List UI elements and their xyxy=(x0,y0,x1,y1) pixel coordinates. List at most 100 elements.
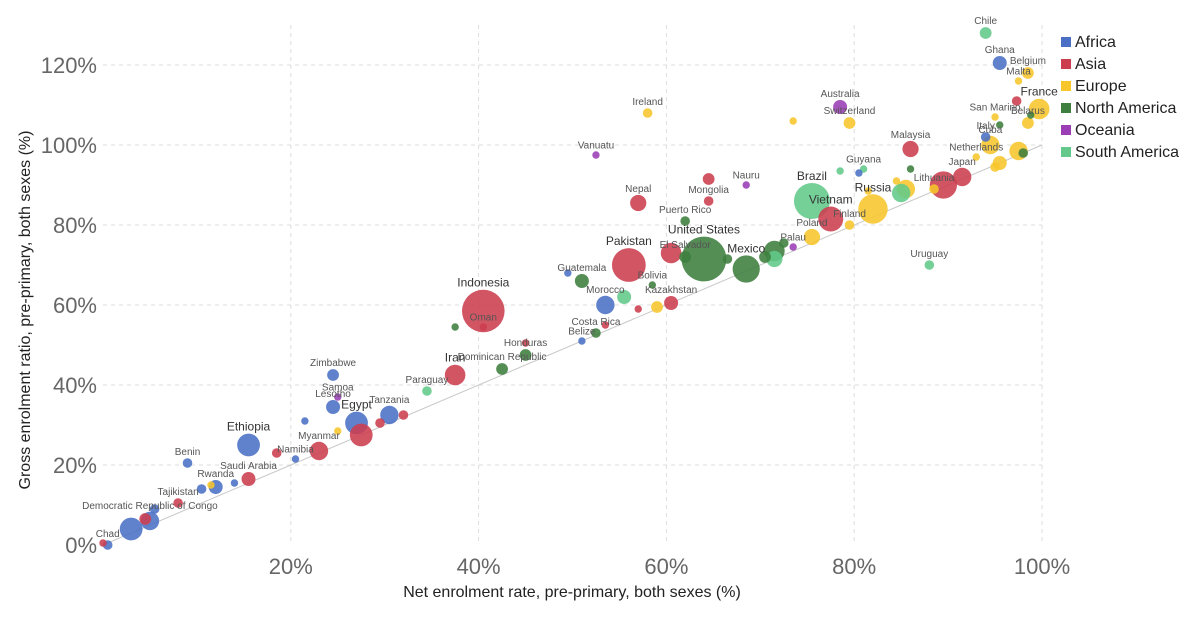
data-point xyxy=(496,363,508,375)
data-point xyxy=(929,184,939,194)
data-point xyxy=(992,56,1007,70)
data-point xyxy=(617,290,632,304)
point-label: Chile xyxy=(974,16,997,27)
data-point xyxy=(742,181,750,189)
data-point xyxy=(972,153,980,161)
data-point xyxy=(902,140,919,158)
point-label: France xyxy=(1021,85,1059,99)
x-tick-label: 100% xyxy=(1014,554,1070,579)
point-label: Lesotho xyxy=(315,389,351,400)
x-tick-label: 80% xyxy=(832,554,876,579)
data-point xyxy=(681,236,727,282)
data-point xyxy=(642,108,653,118)
y-tick-label: 20% xyxy=(53,453,97,478)
data-point xyxy=(924,260,935,270)
data-point xyxy=(564,269,572,277)
data-point xyxy=(196,484,207,494)
data-point xyxy=(591,328,601,338)
data-point xyxy=(836,167,844,175)
point-label: Democratic Republic of Congo xyxy=(82,501,218,512)
point-label: Tajikistan xyxy=(158,487,199,498)
axis-ticks: 20% 40% 60% 80% 100% 0% 20% 40% 60% 80% 100% 120% xyxy=(41,53,1070,579)
point-label: Dominican Republic xyxy=(458,352,547,363)
data-point xyxy=(119,517,143,541)
data-point xyxy=(349,423,373,447)
point-label: Ireland xyxy=(632,97,663,108)
point-label: Ghana xyxy=(985,45,1015,56)
data-point xyxy=(398,410,409,420)
data-point xyxy=(793,183,830,219)
data-point xyxy=(375,418,385,428)
data-point xyxy=(906,165,915,173)
y-axis-title: Gross enrolment ratio, pre-primary, both… xyxy=(17,131,34,490)
y-tick-label: 100% xyxy=(41,133,97,158)
point-label: Nauru xyxy=(733,170,760,181)
point-label: Nepal xyxy=(625,184,651,195)
data-point xyxy=(722,254,733,264)
point-label: Brazil xyxy=(797,169,827,183)
point-label: Netherlands xyxy=(949,142,1003,153)
point-label: Vanuatu xyxy=(578,140,615,151)
data-point xyxy=(326,400,341,414)
data-points xyxy=(99,27,1050,550)
point-label: Switzerland xyxy=(824,106,876,117)
data-point xyxy=(230,479,239,487)
point-label: San Marino xyxy=(969,102,1021,113)
data-point xyxy=(855,169,863,177)
x-tick-label: 20% xyxy=(269,554,313,579)
y-tick-label: 40% xyxy=(53,373,97,398)
x-tick-label: 40% xyxy=(457,554,501,579)
point-label: Cuba xyxy=(978,125,1002,136)
data-point xyxy=(309,441,329,461)
data-point xyxy=(996,121,1004,129)
x-tick-label: 60% xyxy=(644,554,688,579)
point-label: United States xyxy=(668,223,740,237)
legend-label: Oceania xyxy=(1075,122,1135,139)
data-point xyxy=(334,393,342,401)
point-label: Finland xyxy=(833,209,866,220)
point-label: Rwanda xyxy=(197,469,234,480)
point-label: Chad xyxy=(96,529,120,540)
data-point xyxy=(980,132,991,142)
legend-swatch xyxy=(1061,103,1071,113)
point-label: Bolivia xyxy=(638,270,668,281)
point-label: Poland xyxy=(796,218,827,229)
legend-swatch xyxy=(1061,125,1071,135)
point-label: Tanzania xyxy=(369,395,409,406)
data-point xyxy=(990,162,1000,172)
legend-label: Asia xyxy=(1075,56,1106,73)
data-point xyxy=(237,433,260,457)
data-point xyxy=(444,364,466,386)
data-point xyxy=(844,220,855,230)
point-label: El Salvador xyxy=(660,240,712,251)
data-point xyxy=(451,323,459,331)
data-point xyxy=(660,242,682,264)
data-point xyxy=(596,295,615,315)
data-point xyxy=(789,117,797,125)
legend-swatch xyxy=(1061,37,1071,47)
point-label: Japan xyxy=(949,157,976,168)
point-label: Vietnam xyxy=(809,193,853,207)
data-point xyxy=(207,481,215,489)
data-point xyxy=(679,251,692,263)
point-label: Uruguay xyxy=(910,249,948,260)
data-point xyxy=(182,458,193,468)
data-point xyxy=(291,455,300,463)
legend-label: South America xyxy=(1075,144,1179,161)
data-point xyxy=(892,177,901,185)
data-point xyxy=(327,369,339,381)
point-label: Samoa xyxy=(322,382,354,393)
data-point xyxy=(479,323,487,331)
point-label: Guatemala xyxy=(557,263,606,274)
point-label: Iran xyxy=(445,351,466,365)
point-label: Russia xyxy=(855,180,892,194)
point-label: Malaysia xyxy=(891,130,931,141)
data-point xyxy=(519,349,532,361)
point-label: Myanmar xyxy=(298,431,340,442)
data-point xyxy=(789,243,797,251)
point-label: Belgium xyxy=(1010,56,1046,67)
data-point xyxy=(759,251,771,263)
point-label: Morocco xyxy=(586,285,625,296)
x-axis-title: Net enrolment rate, pre-primary, both se… xyxy=(403,584,741,601)
